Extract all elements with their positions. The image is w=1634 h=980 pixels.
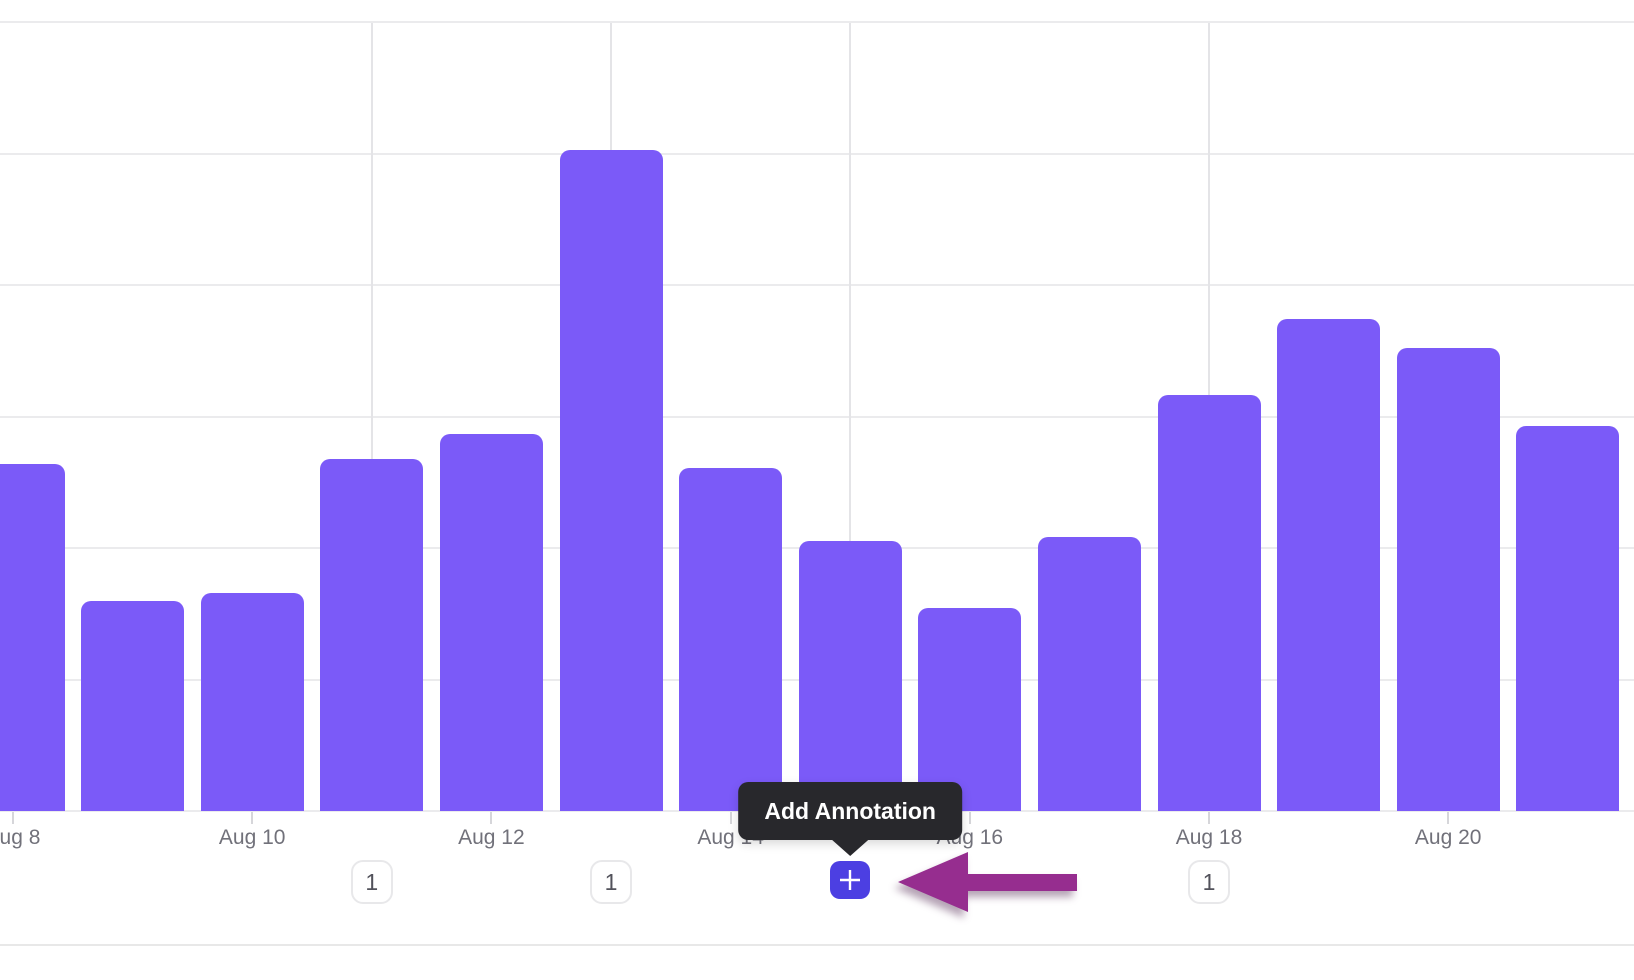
pointer-arrow-annotation	[898, 852, 1077, 912]
x-axis-tick	[729, 812, 732, 824]
horizontal-gridline	[0, 284, 1634, 286]
x-axis-tick	[1447, 812, 1450, 824]
chart-bar[interactable]	[679, 467, 783, 811]
arrow-shape	[898, 852, 1077, 912]
chart-bar[interactable]	[1157, 395, 1261, 811]
chart-bar[interactable]	[1037, 537, 1141, 811]
chart-bar[interactable]	[200, 592, 304, 811]
chart-bar[interactable]	[918, 608, 1022, 811]
x-axis-label: Aug 8	[0, 826, 41, 849]
add-annotation-button[interactable]	[830, 861, 871, 899]
chart-bar[interactable]	[439, 433, 543, 811]
x-axis-tick	[1208, 812, 1210, 824]
annotation-count-badge[interactable]: 1	[350, 860, 393, 904]
chart-bar[interactable]	[0, 463, 65, 811]
horizontal-gridline	[0, 415, 1634, 418]
add-annotation-tooltip: Add Annotation	[738, 782, 962, 840]
chart-bar[interactable]	[320, 458, 424, 811]
x-axis-label: Aug 12	[458, 826, 525, 849]
chart-bar[interactable]	[1277, 319, 1381, 811]
x-axis-label: Aug 10	[218, 826, 286, 849]
horizontal-gridline	[0, 21, 1634, 23]
annotation-date-line	[370, 23, 373, 811]
annotation-count-badge[interactable]: 1	[590, 860, 632, 904]
chart-bar[interactable]	[1516, 425, 1620, 811]
x-axis-label: Aug 20	[1414, 826, 1482, 849]
chart-bar[interactable]	[1396, 348, 1500, 811]
x-axis-tick	[251, 812, 254, 824]
horizontal-gridline	[0, 152, 1634, 155]
annotation-count-badge[interactable]: 1	[1188, 860, 1230, 904]
plus-icon	[840, 870, 861, 890]
chart-bar[interactable]	[81, 600, 185, 811]
x-axis-tick	[968, 812, 971, 824]
chart-bar[interactable]	[559, 149, 663, 811]
chart-bar[interactable]	[798, 541, 902, 811]
bottom-divider	[0, 944, 1634, 946]
x-axis-tick	[490, 812, 493, 824]
tooltip-label: Add Annotation	[764, 797, 936, 824]
x-axis-label: Aug 18	[1175, 826, 1243, 849]
x-axis-tick	[12, 812, 14, 824]
annotation-date-line	[849, 23, 852, 811]
